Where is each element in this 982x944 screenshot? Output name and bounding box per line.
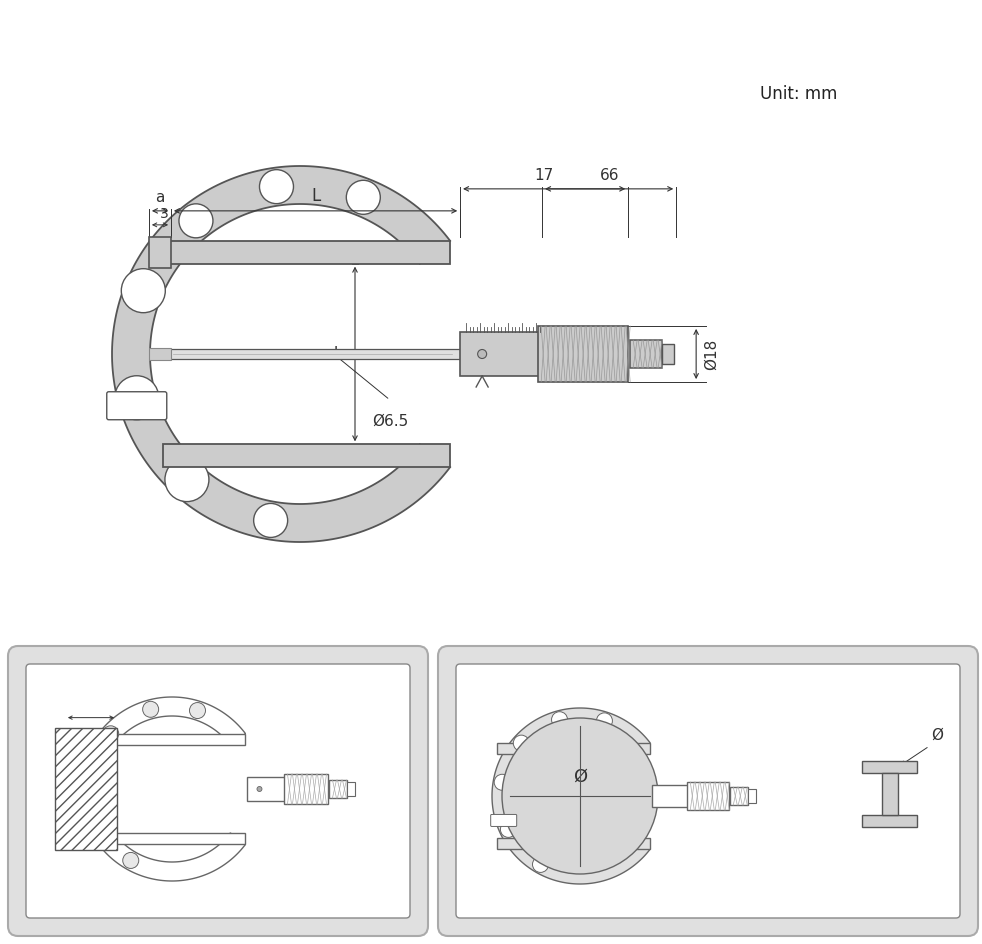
Text: b: b [333, 346, 343, 362]
Polygon shape [149, 348, 171, 360]
Circle shape [532, 856, 549, 872]
Polygon shape [461, 332, 542, 376]
Polygon shape [538, 326, 628, 382]
Polygon shape [247, 777, 288, 801]
Circle shape [494, 774, 511, 790]
Circle shape [82, 767, 99, 783]
FancyBboxPatch shape [107, 392, 167, 420]
FancyBboxPatch shape [26, 664, 410, 918]
Polygon shape [163, 241, 450, 263]
FancyBboxPatch shape [491, 815, 517, 826]
Text: L: L [311, 187, 320, 205]
Circle shape [190, 702, 205, 718]
Polygon shape [652, 785, 690, 807]
Polygon shape [163, 445, 450, 467]
Polygon shape [630, 340, 662, 368]
Polygon shape [55, 728, 117, 851]
Polygon shape [748, 789, 756, 803]
Polygon shape [662, 344, 675, 364]
Circle shape [103, 726, 119, 742]
Polygon shape [862, 761, 917, 773]
Polygon shape [285, 774, 328, 804]
Polygon shape [492, 708, 650, 884]
Text: Ø6.5: Ø6.5 [372, 414, 409, 429]
Circle shape [596, 713, 613, 729]
Polygon shape [60, 833, 246, 844]
Polygon shape [60, 733, 246, 745]
FancyBboxPatch shape [79, 807, 106, 821]
Polygon shape [497, 743, 650, 754]
Polygon shape [348, 782, 355, 796]
Circle shape [123, 852, 138, 868]
Circle shape [165, 458, 209, 501]
Circle shape [514, 735, 529, 751]
Circle shape [501, 821, 517, 837]
Polygon shape [862, 815, 917, 827]
Circle shape [115, 376, 159, 420]
Polygon shape [112, 166, 450, 542]
Text: 3: 3 [160, 207, 168, 221]
FancyBboxPatch shape [8, 646, 428, 936]
Circle shape [502, 718, 658, 874]
Circle shape [552, 712, 568, 728]
Circle shape [179, 204, 213, 238]
Text: Ø: Ø [573, 767, 587, 785]
FancyBboxPatch shape [456, 664, 960, 918]
Polygon shape [731, 787, 748, 805]
Text: a: a [155, 190, 165, 205]
Circle shape [122, 269, 165, 312]
FancyBboxPatch shape [438, 646, 978, 936]
Circle shape [89, 816, 105, 832]
Text: Ø18: Ø18 [704, 338, 719, 370]
Circle shape [253, 503, 288, 537]
Polygon shape [330, 780, 348, 798]
Polygon shape [882, 773, 898, 815]
Text: 66: 66 [599, 168, 619, 183]
Polygon shape [149, 237, 171, 268]
Polygon shape [687, 782, 730, 810]
Text: Ø: Ø [932, 728, 944, 743]
Text: Unit: mm: Unit: mm [760, 85, 838, 103]
Circle shape [257, 786, 262, 791]
Text: 17: 17 [534, 168, 554, 183]
Circle shape [477, 349, 487, 359]
Circle shape [142, 701, 159, 717]
Circle shape [259, 170, 294, 204]
Polygon shape [497, 838, 650, 849]
Circle shape [347, 180, 380, 214]
Polygon shape [153, 349, 463, 359]
Polygon shape [80, 697, 245, 881]
